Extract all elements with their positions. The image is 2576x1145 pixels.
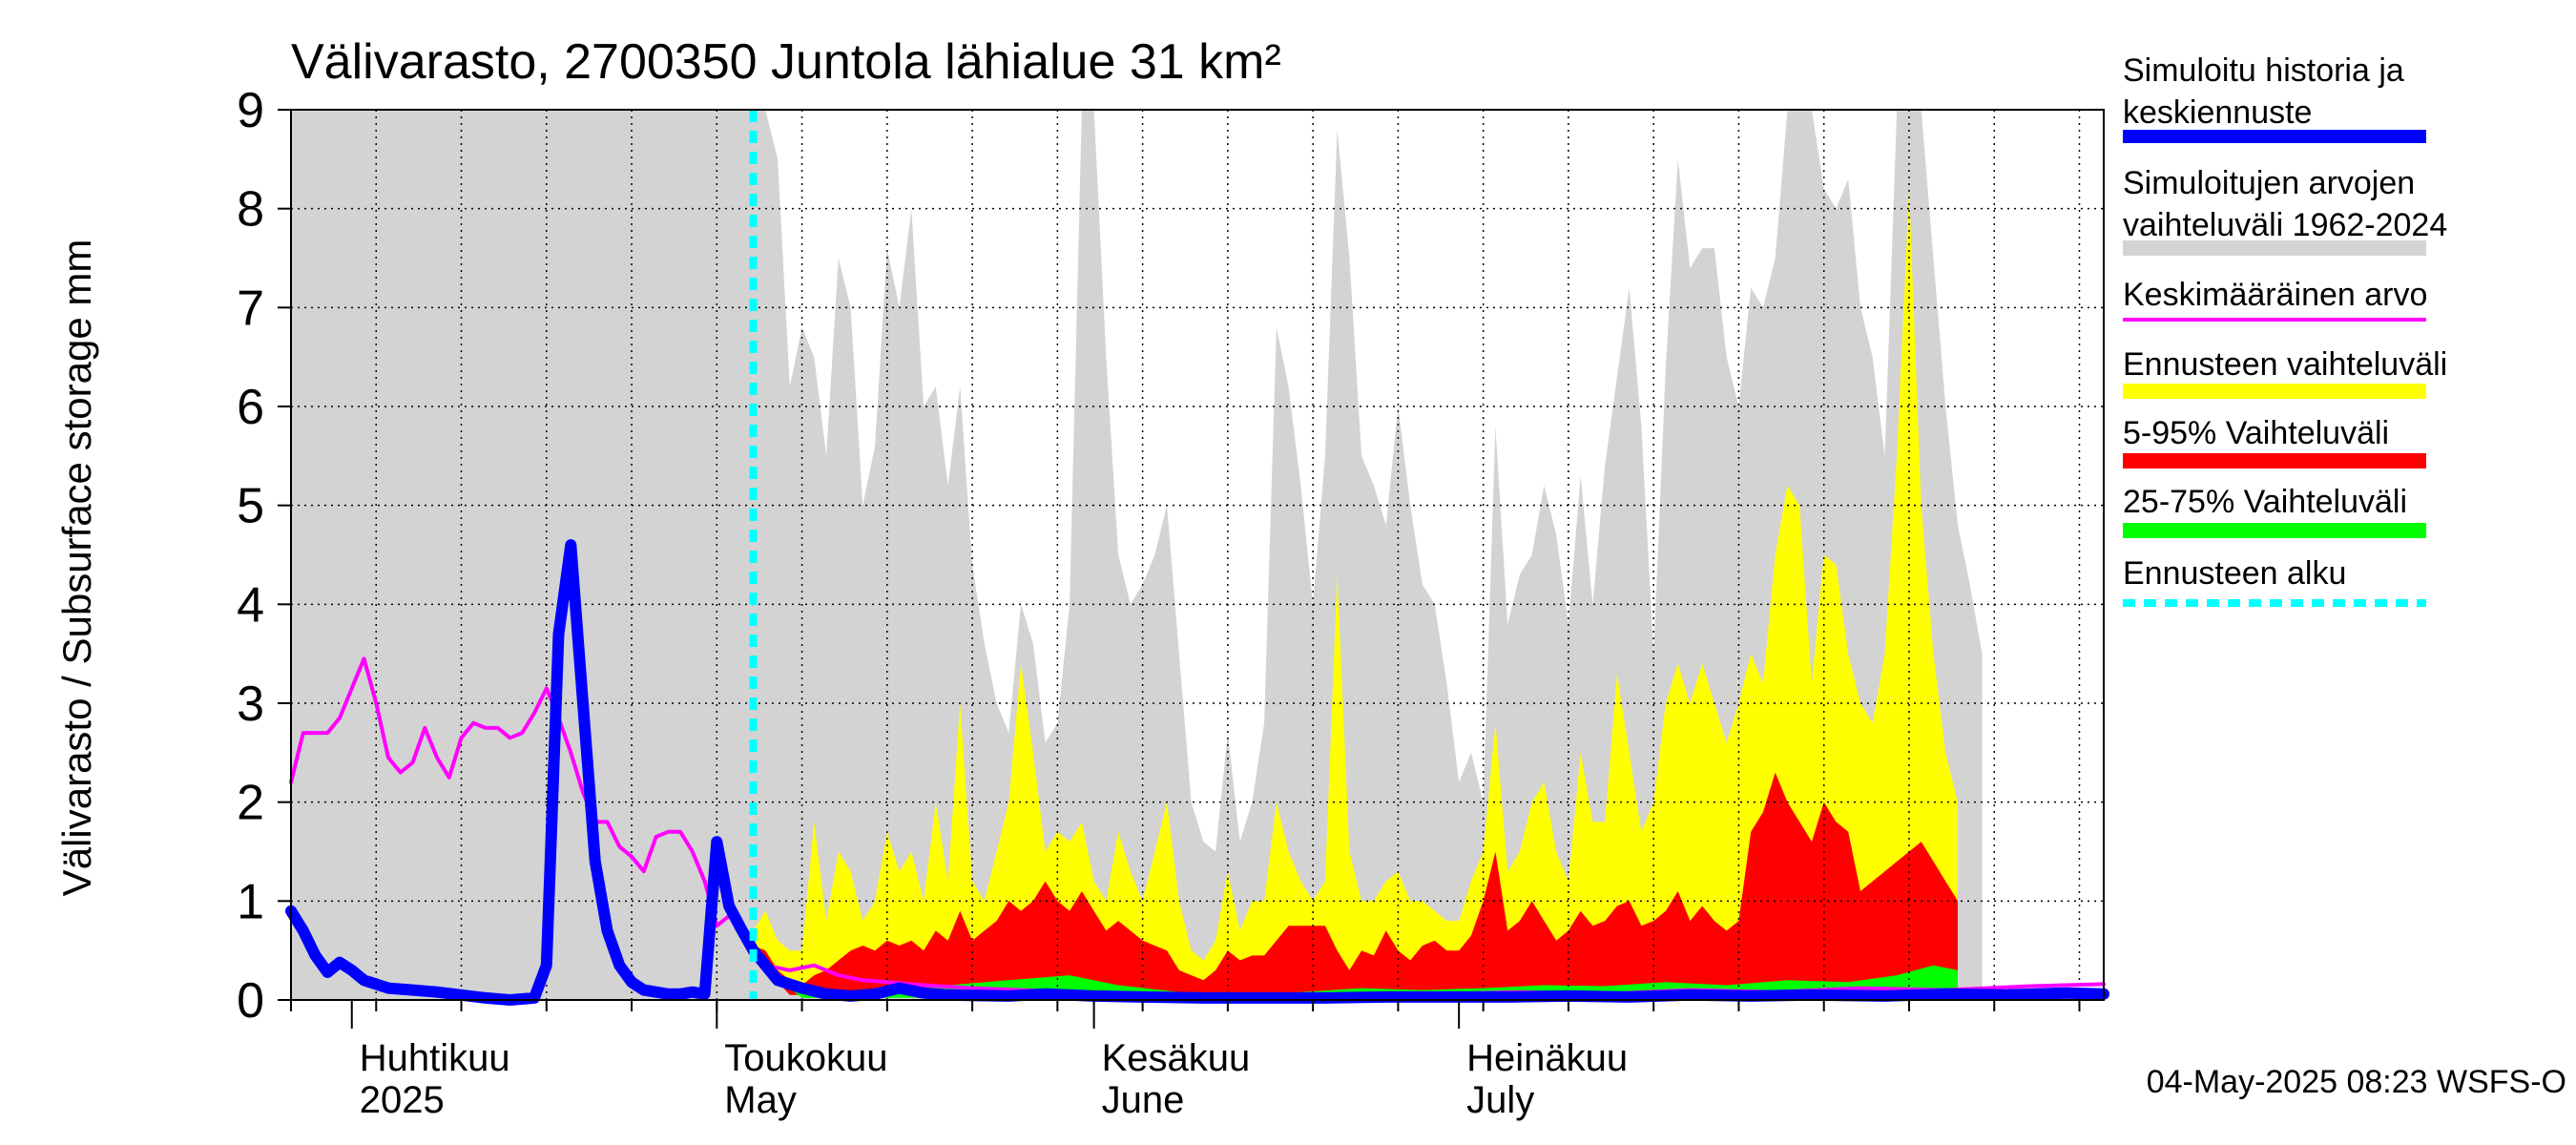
legend-label-line: Simuloitujen arvojen [2123,165,2415,201]
month-label-fi-0: Huhtikuu [360,1037,510,1079]
y-tick-label-5: 5 [237,479,264,534]
band-2 [753,772,1958,996]
legend-label-6: Ennusteen alku [2123,555,2346,592]
month-label-fi-3: Heinäkuu [1466,1037,1628,1079]
legend-label-line: keskiennuste [2123,94,2312,131]
y-tick-label-9: 9 [237,83,264,138]
band-3 [753,955,1958,998]
legend-label-line: Simuloitu historia ja [2123,52,2404,89]
month-label-en-0: 2025 [360,1079,445,1121]
y-tick-label-0: 0 [237,973,264,1029]
y-tick-label-7: 7 [237,281,264,336]
month-label-en-3: July [1466,1079,1534,1121]
series-lines [285,539,2109,1006]
month-label-fi-1: Toukokuu [724,1037,887,1079]
timestamp: 04-May-2025 08:23 WSFS-O [2147,1064,2566,1100]
legend-label-4: 5-95% Vaihteluväli [2123,415,2389,451]
legend-label-0: Simuloitu historia ja keskiennuste [2123,52,2404,131]
y-tick-label-1: 1 [237,874,264,929]
legend-label-line: vaihteluväli 1962-2024 [2123,207,2447,243]
y-axis: 0 1 2 3 4 5 6 7 8 9 [237,83,291,1029]
legend-label-2: Keskimääräinen arvo [2123,277,2427,313]
y-axis-label: Välivarasto / Subsurface storage mm [54,239,99,897]
plot-frame [290,109,2105,1001]
band-1 [753,188,1958,998]
month-label-fi-2: Kesäkuu [1102,1037,1251,1079]
band-0 [291,110,1983,1000]
legend-label-5: 25-75% Vaihteluväli [2123,484,2407,520]
chart-title: Välivarasto, 2700350 Juntola lähialue 31… [291,34,1281,90]
legend: Simuloitu historia ja keskiennusteSimuloi… [2123,52,2447,607]
y-tick-label-6: 6 [237,380,264,435]
series-line-1 [285,539,2109,1006]
range-bands [291,110,1983,1000]
legend-label-1: Simuloitujen arvojen vaihteluväli 1962-20… [2123,165,2447,243]
month-label-en-1: May [724,1079,797,1121]
y-tick-label-3: 3 [237,677,264,732]
y-tick-label-8: 8 [237,182,264,238]
y-tick-label-2: 2 [237,776,264,831]
y-tick-label-4: 4 [237,577,264,633]
legend-label-3: Ennusteen vaihteluväli [2123,346,2447,383]
month-label-en-2: June [1102,1079,1185,1121]
